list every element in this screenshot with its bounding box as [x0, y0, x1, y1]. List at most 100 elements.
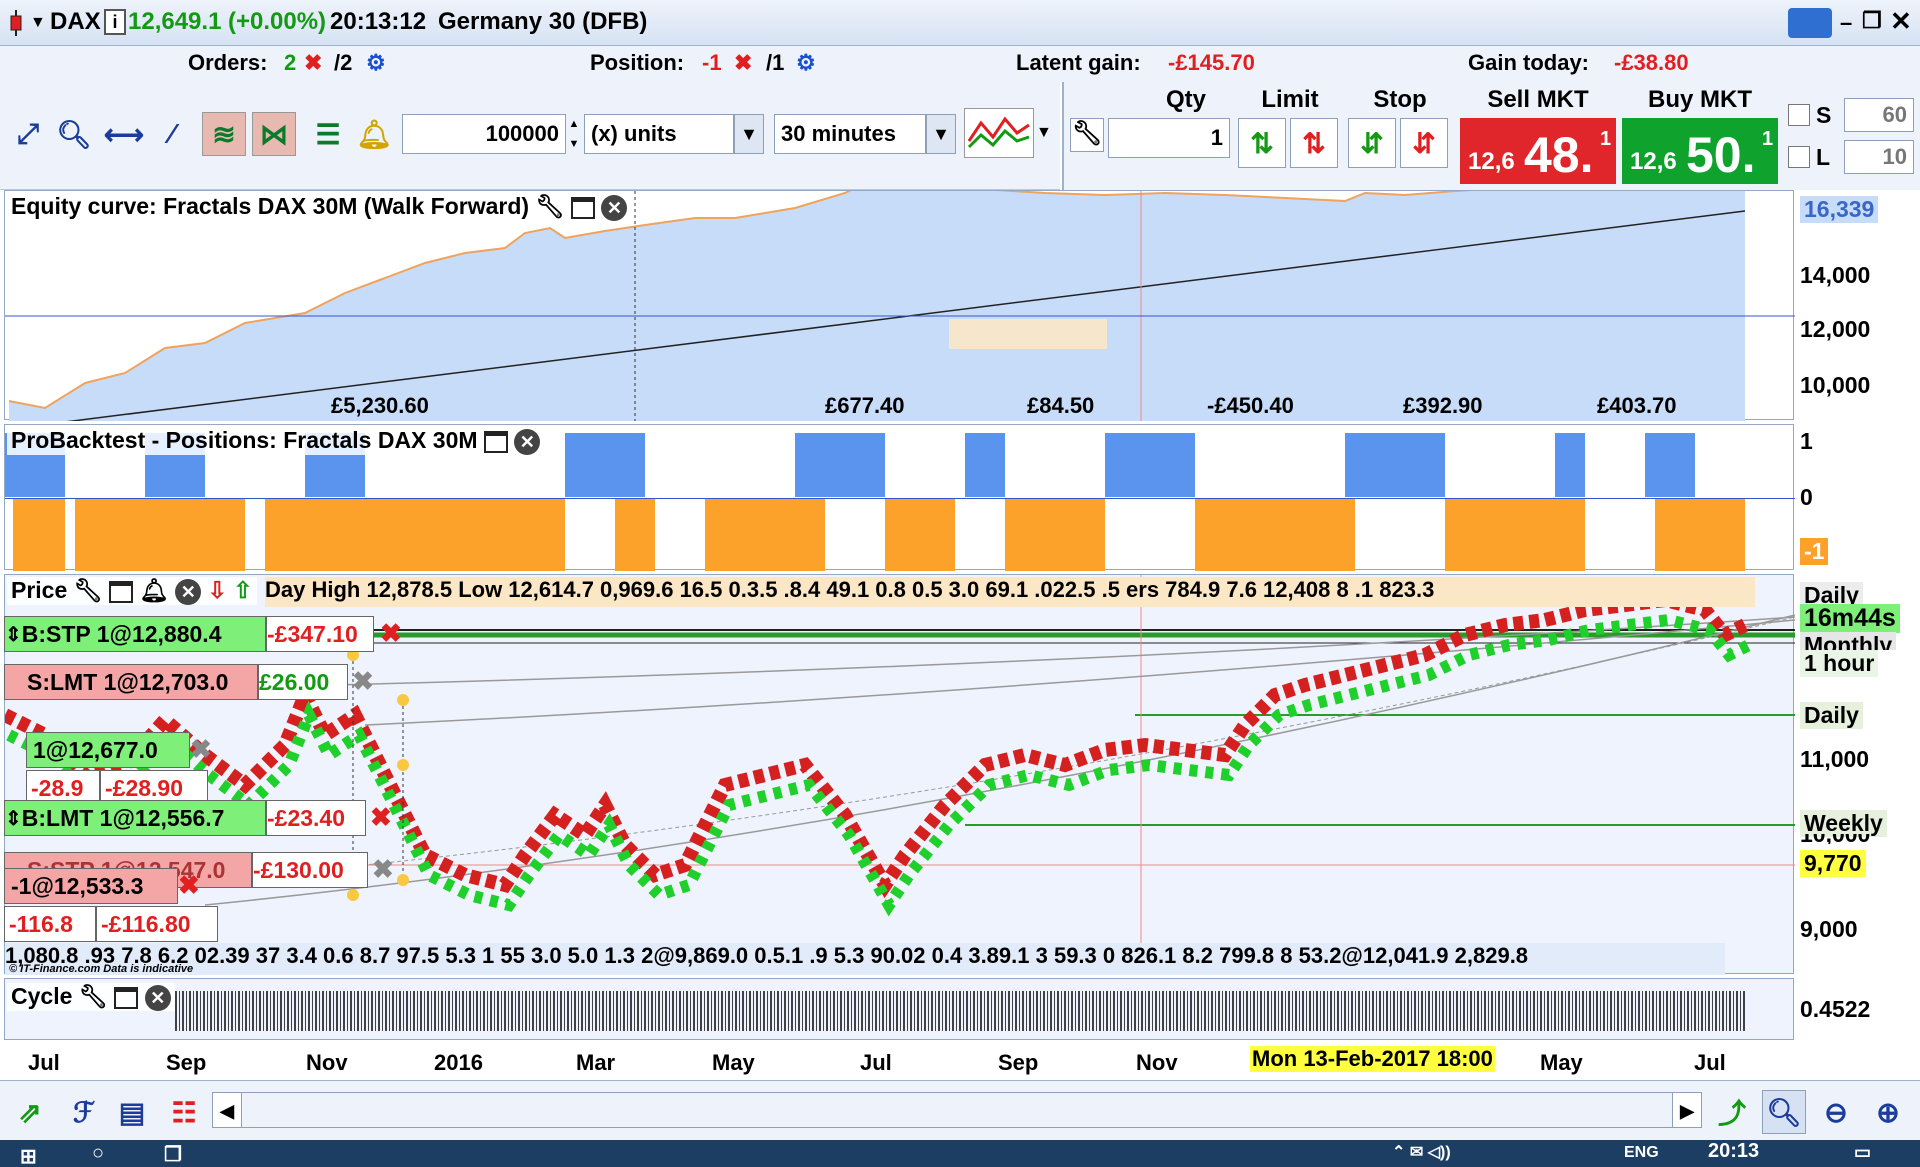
buy-mkt-label: Buy MKT	[1648, 86, 1752, 113]
time-axis-label: Jul	[860, 1050, 892, 1075]
order-tag-buy-stop[interactable]: ⇕ B:STP 1@12,880.4	[4, 616, 266, 652]
cycle-window-icon[interactable]	[114, 986, 139, 1009]
tag-weekly: Weekly	[1800, 810, 1887, 837]
windows-start-icon[interactable]: ⊞	[20, 1146, 37, 1167]
cancel-orders-icon[interactable]: ✖	[304, 50, 323, 75]
equity-axis-label: 10,000	[1800, 372, 1871, 398]
equity-settings-wrench-icon[interactable]: 🔧︎	[535, 193, 565, 219]
l-distance-input[interactable]: 10	[1844, 140, 1914, 174]
taskbar-clock[interactable]: 20:13	[1708, 1140, 1760, 1162]
close-position-icon[interactable]: ✖	[734, 50, 753, 75]
order-settings-wrench-icon[interactable]: 🔧︎	[1070, 118, 1104, 152]
equity-area	[9, 191, 1745, 421]
buy-stop-icon[interactable]: ⇵	[1348, 118, 1396, 168]
position-tag-short[interactable]: -1@12,533.3	[4, 868, 178, 904]
buy-market-button[interactable]: 12,6 50. 1	[1622, 118, 1778, 184]
buy-limit-icon[interactable]: ⇅	[1238, 118, 1286, 168]
zoom-out-icon[interactable]: ⊖	[1824, 1096, 1848, 1128]
info-icon[interactable]: i	[104, 9, 126, 35]
price-window-icon[interactable]	[109, 580, 134, 603]
horizontal-scrollbar[interactable]	[242, 1092, 1672, 1128]
alert-bell-icon[interactable]: 🔔︎	[356, 118, 392, 150]
amount-spinner-icon[interactable]: ▲ ▼	[568, 118, 580, 150]
buy-order-icon[interactable]: ⇧	[233, 577, 253, 603]
price-settings-wrench-icon[interactable]: 🔧︎	[73, 577, 103, 603]
cancel-order-icon[interactable]: ✖	[372, 854, 394, 884]
cancel-order-icon[interactable]: ✖	[352, 666, 374, 696]
keyboard-icon[interactable]	[1788, 8, 1832, 38]
restore-icon[interactable]: ❐	[1862, 8, 1882, 33]
zoom-fit-icon[interactable]: ⤢	[16, 117, 40, 149]
system-tray-icon[interactable]: ⌃ ✉ ◁))	[1392, 1144, 1451, 1161]
channel-tool-icon[interactable]: ≋	[202, 112, 246, 156]
auto-scroll-icon[interactable]: ⤴	[1717, 1098, 1746, 1129]
orders-gear-icon[interactable]: ⚙	[366, 50, 386, 75]
sell-order-icon[interactable]: ⇩	[207, 577, 227, 603]
sell-stop-icon[interactable]: ⇵	[1400, 118, 1448, 168]
position-total: /1	[766, 50, 785, 75]
sell-limit-icon[interactable]: ⇅	[1290, 118, 1338, 168]
export-chart-icon[interactable]: ⇗	[18, 1096, 42, 1128]
candle-icon[interactable]	[8, 10, 24, 36]
list-icon[interactable]: ▤	[118, 1096, 146, 1128]
positions-close-icon[interactable]: ✕	[514, 428, 541, 455]
horizontal-line-icon[interactable]: ⟷	[103, 118, 145, 150]
s-checkbox[interactable]	[1788, 104, 1810, 126]
order-tag-sell-limit[interactable]: S:LMT 1@12,703.0	[4, 664, 258, 700]
s-distance-input[interactable]: 60	[1844, 98, 1914, 132]
chart-style-icon[interactable]	[964, 108, 1034, 158]
sell-market-button[interactable]: 12,6 48. 1	[1460, 118, 1616, 184]
amount-input[interactable]: 100000	[402, 114, 566, 154]
price-alert-bell-icon[interactable]: 🔔︎	[139, 577, 169, 603]
ladder-icon[interactable]: ☷	[171, 1096, 197, 1128]
qty-label: Qty	[1165, 86, 1206, 113]
cycle-close-icon[interactable]: ✕	[144, 984, 171, 1011]
task-view-icon[interactable]: ❐	[164, 1144, 182, 1166]
units-select[interactable]: (x) units	[584, 114, 734, 154]
fan-tool-icon[interactable]: ⋈	[252, 112, 296, 156]
chart-style-chevron-down-icon[interactable]: ▼	[1036, 124, 1052, 141]
scroll-left-icon[interactable]: ◀	[212, 1092, 242, 1128]
equity-close-icon[interactable]: ✕	[601, 194, 628, 221]
language-indicator[interactable]: ENG	[1624, 1144, 1659, 1161]
order-text: B:LMT 1@12,556.7	[21, 804, 225, 831]
minimize-icon[interactable]: –	[1840, 10, 1853, 35]
equity-panel-header: Equity curve: Fractals DAX 30M (Walk For…	[7, 193, 632, 221]
zoom-in-icon[interactable]: ⊕	[1876, 1096, 1900, 1128]
instrument-name: Germany 30 (DFB)	[438, 8, 648, 35]
l-checkbox[interactable]	[1788, 146, 1810, 168]
magnifier-icon[interactable]: 🔍︎	[56, 118, 92, 150]
timeframe-select[interactable]: 30 minutes	[774, 114, 926, 154]
cycle-settings-wrench-icon[interactable]: 🔧︎	[78, 983, 108, 1009]
order-tag-buy-limit[interactable]: ⇕ B:LMT 1@12,556.7	[4, 800, 266, 836]
move-order-icon[interactable]: ⇕	[5, 807, 22, 830]
scroll-right-icon[interactable]: ▶	[1672, 1092, 1702, 1128]
notifications-icon[interactable]: ▭	[1854, 1142, 1872, 1162]
price-close-icon[interactable]: ✕	[175, 578, 202, 605]
units-chevron-down-icon[interactable]: ▼	[734, 114, 764, 154]
close-position-icon[interactable]: ✖	[178, 870, 200, 900]
close-position-icon[interactable]: ✖	[190, 734, 212, 764]
latent-gain-value: -£145.70	[1168, 50, 1255, 75]
amount-value: 100000	[485, 121, 559, 146]
move-order-icon[interactable]: ⇕	[5, 623, 22, 646]
position-tag-long[interactable]: 1@12,677.0	[26, 732, 190, 768]
symbol-dropdown-icon[interactable]: ▼	[30, 14, 46, 31]
equity-window-icon[interactable]	[571, 196, 596, 219]
fibonacci-icon[interactable]: ☰	[315, 118, 341, 150]
close-window-icon[interactable]: ✕	[1890, 6, 1912, 36]
indicator-icon[interactable]: ℱ	[72, 1096, 95, 1128]
positions-window-icon[interactable]	[483, 430, 508, 453]
countdown-tag: 16m44s	[1800, 604, 1900, 633]
order-pnl-value: -£347.10	[267, 620, 358, 647]
cancel-order-icon[interactable]: ✖	[370, 802, 392, 832]
equity-line	[8, 191, 1473, 410]
zoom-area-icon[interactable]: 🔍︎	[1762, 1090, 1806, 1134]
timeframe-chevron-down-icon[interactable]: ▼	[926, 114, 956, 154]
search-icon[interactable]: ○	[92, 1142, 105, 1164]
trend-line-icon[interactable]: ⁄	[169, 118, 175, 149]
position-gear-icon[interactable]: ⚙	[796, 50, 816, 75]
s-distance-value: 60	[1882, 102, 1907, 127]
cancel-order-icon[interactable]: ✖	[380, 618, 402, 648]
qty-input[interactable]: 1	[1108, 118, 1230, 158]
